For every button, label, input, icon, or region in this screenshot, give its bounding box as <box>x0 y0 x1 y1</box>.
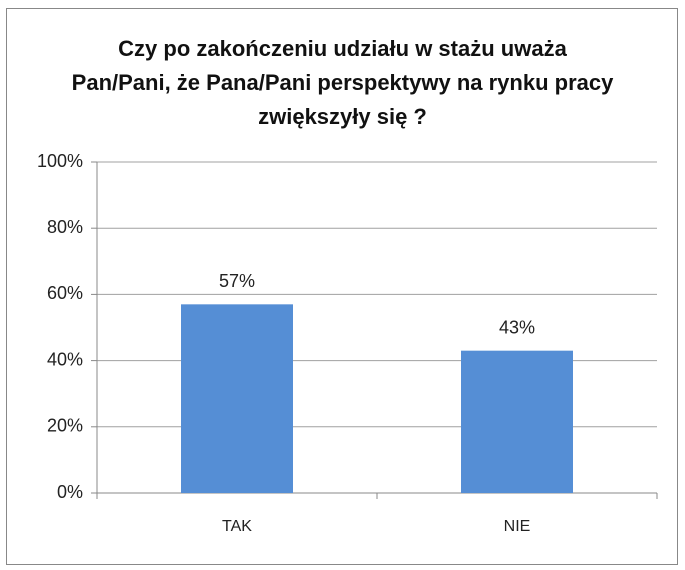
y-tick-label: 60% <box>47 283 83 303</box>
y-tick-label: 100% <box>37 151 83 171</box>
bar <box>181 304 293 493</box>
y-tick-label: 40% <box>47 349 83 369</box>
x-tick-label: TAK <box>222 518 252 535</box>
x-tick-label: NIE <box>504 518 531 535</box>
data-label: 43% <box>499 317 535 337</box>
y-tick-label: 20% <box>47 416 83 436</box>
data-label: 57% <box>219 271 255 291</box>
y-tick-label: 80% <box>47 217 83 237</box>
chart-title: Czy po zakończeniu udziału w stażu uważa… <box>71 36 614 129</box>
y-tick-label: 0% <box>57 482 83 502</box>
bar <box>461 350 573 493</box>
